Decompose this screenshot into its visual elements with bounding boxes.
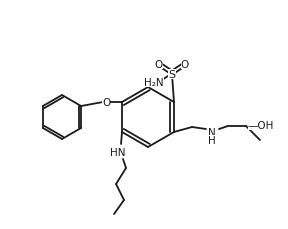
Text: O: O	[181, 60, 189, 70]
Text: O: O	[102, 98, 110, 108]
Text: O: O	[155, 60, 163, 70]
Text: H₂N: H₂N	[144, 78, 164, 88]
Text: HN: HN	[110, 147, 126, 157]
Text: N: N	[208, 128, 216, 137]
Text: —OH: —OH	[248, 120, 274, 131]
Text: S: S	[168, 70, 176, 80]
Text: H: H	[208, 135, 216, 145]
